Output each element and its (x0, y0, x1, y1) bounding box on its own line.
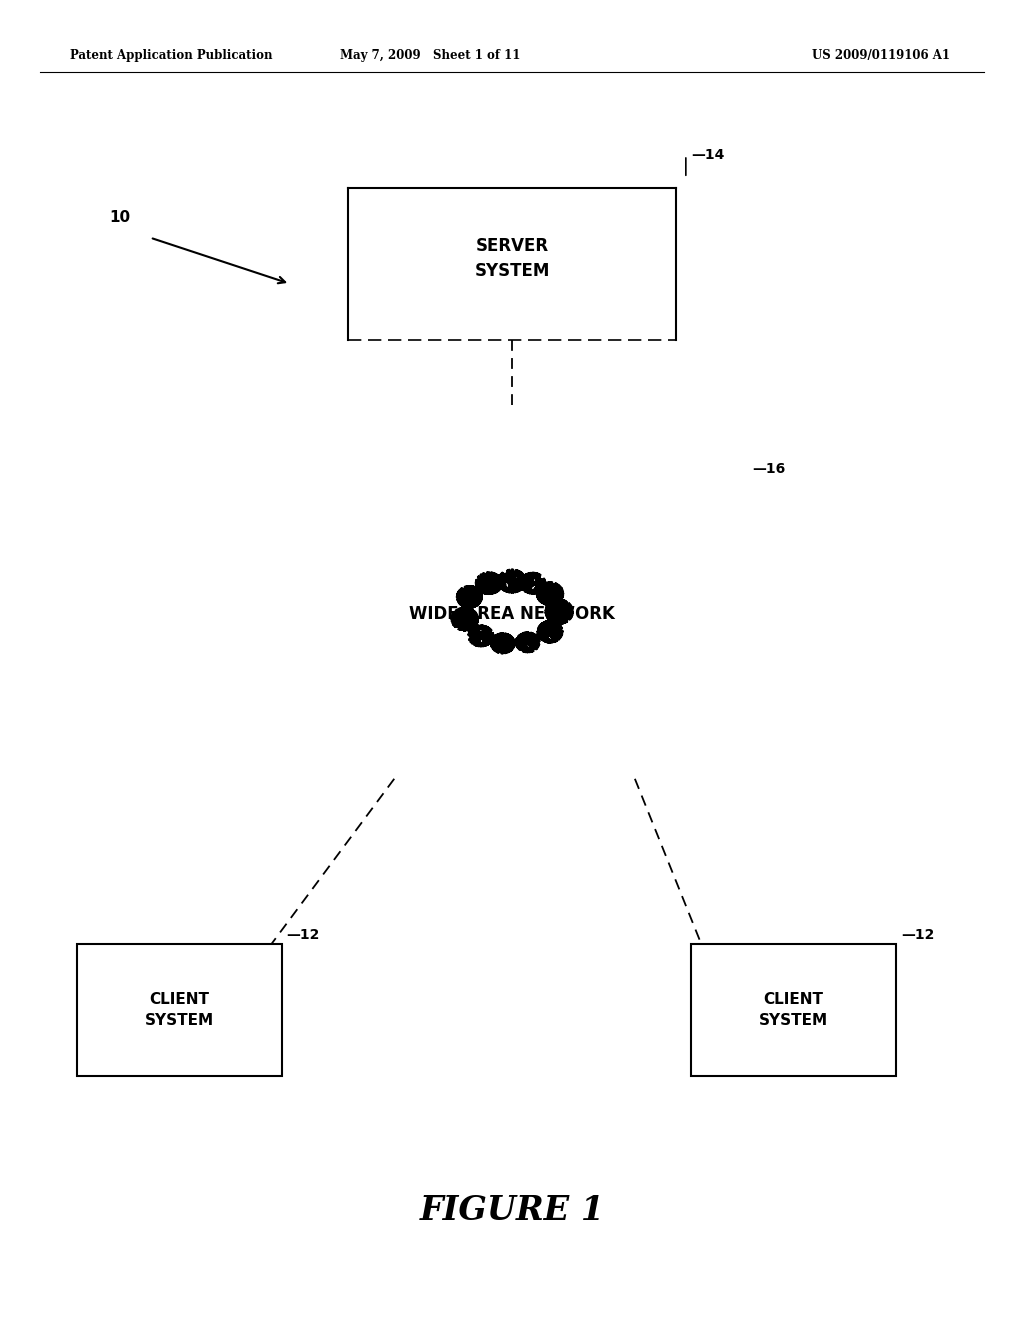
Text: —16: —16 (753, 462, 785, 475)
Bar (77, 944, 282, 1076)
Text: Patent Application Publication: Patent Application Publication (70, 49, 272, 62)
Bar (691, 944, 896, 1076)
Text: CLIENT
SYSTEM: CLIENT SYSTEM (144, 991, 214, 1028)
Text: SERVER
SYSTEM: SERVER SYSTEM (474, 238, 550, 280)
Text: WIDE AREA NETWORK: WIDE AREA NETWORK (409, 605, 615, 623)
Text: May 7, 2009   Sheet 1 of 11: May 7, 2009 Sheet 1 of 11 (340, 49, 520, 62)
Text: —12: —12 (901, 928, 934, 941)
Text: —12: —12 (287, 928, 319, 941)
Text: —14: —14 (691, 148, 724, 162)
Text: CLIENT
SYSTEM: CLIENT SYSTEM (759, 991, 828, 1028)
Text: 10: 10 (109, 210, 130, 226)
Text: US 2009/0119106 A1: US 2009/0119106 A1 (812, 49, 950, 62)
Text: FIGURE 1: FIGURE 1 (420, 1193, 604, 1226)
